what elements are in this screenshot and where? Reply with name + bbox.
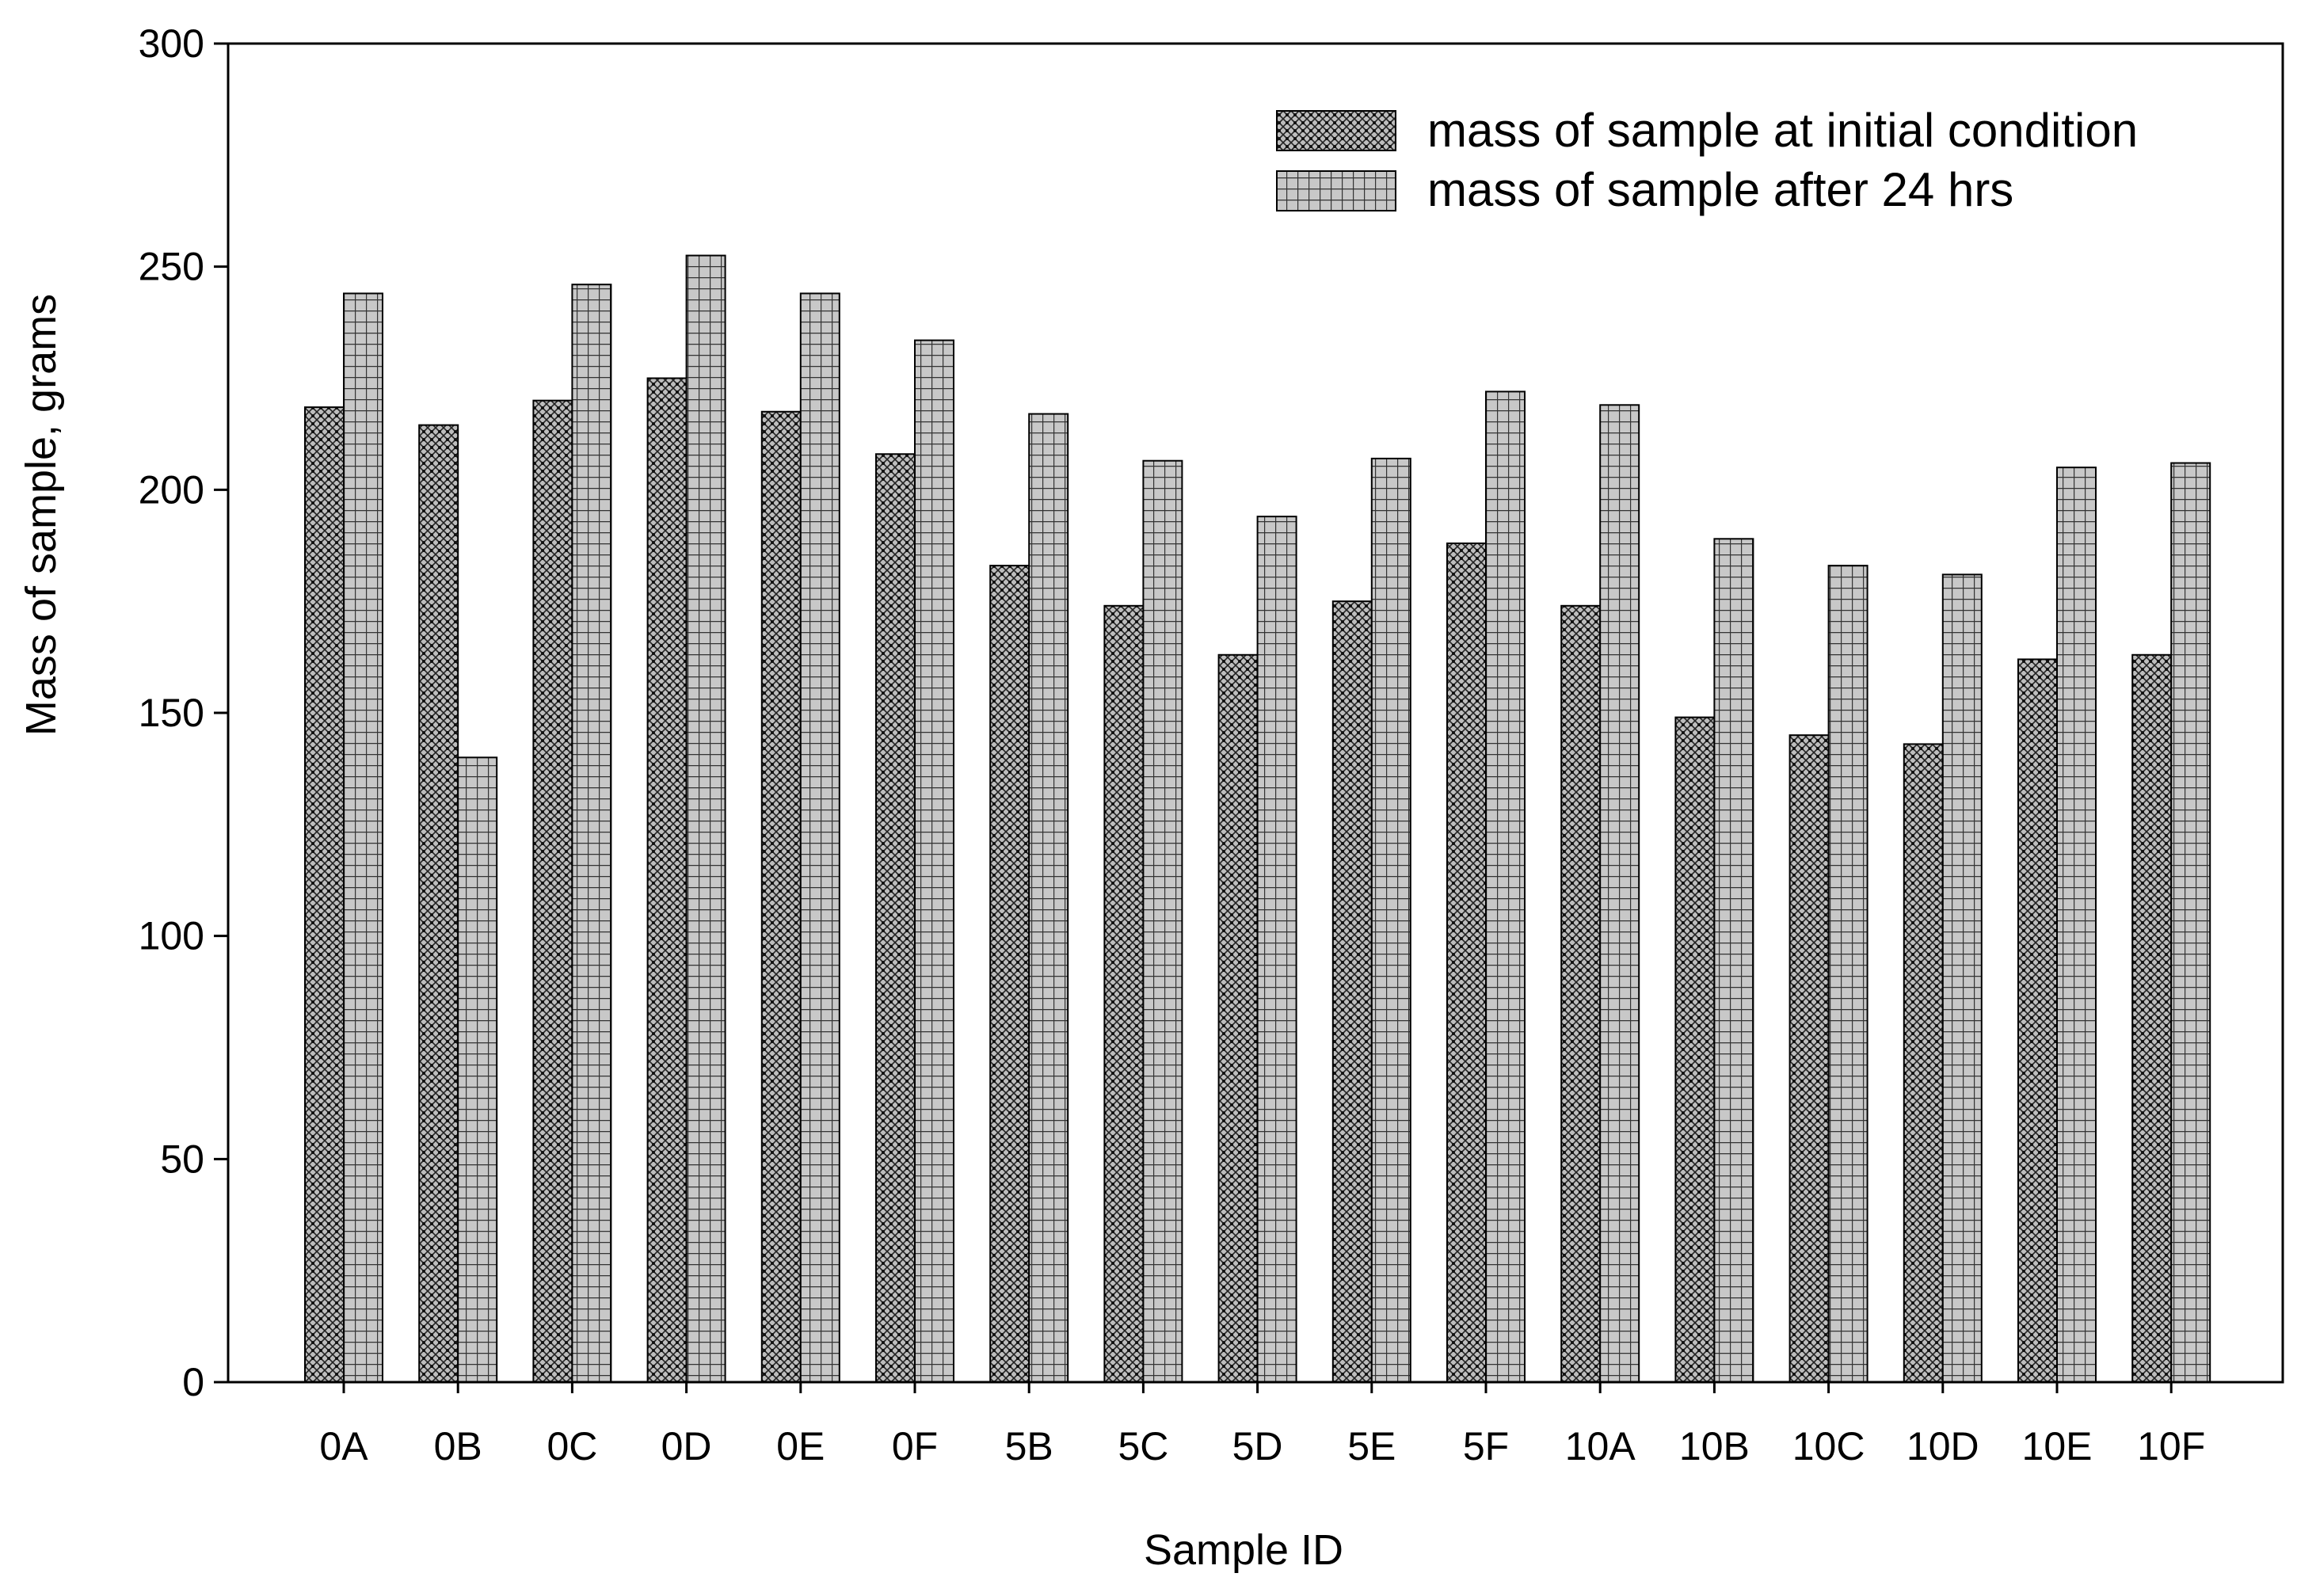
bars-layer xyxy=(304,254,2211,1384)
x-tick-label: 5B xyxy=(1005,1424,1053,1468)
bar-initial-10E xyxy=(2017,658,2058,1383)
y-tick-label: 100 xyxy=(139,914,204,958)
legend-swatch-after xyxy=(1276,170,1396,211)
x-tick-label: 0B xyxy=(434,1424,482,1468)
bar-after-24hrs-10E xyxy=(2056,467,2097,1384)
x-tick-label: 5E xyxy=(1347,1424,1396,1468)
x-tick-label: 10A xyxy=(1565,1424,1636,1468)
y-tick-label: 200 xyxy=(139,467,204,512)
bar-initial-5E xyxy=(1331,600,1373,1383)
legend-label-initial: mass of sample at initial condition xyxy=(1427,104,2138,157)
bar-initial-5B xyxy=(989,565,1030,1383)
bar-after-24hrs-5C xyxy=(1142,459,1183,1383)
y-tick-label: 250 xyxy=(139,245,204,289)
bar-initial-10D xyxy=(1903,743,1944,1383)
bar-after-24hrs-0A xyxy=(343,292,383,1383)
x-tick-label: 5F xyxy=(1463,1424,1509,1468)
bar-after-24hrs-5B xyxy=(1028,413,1069,1383)
bar-after-24hrs-10C xyxy=(1827,565,1868,1383)
bar-initial-0E xyxy=(760,410,802,1383)
bar-after-24hrs-0D xyxy=(685,254,726,1383)
y-axis-title: Mass of sample, grams xyxy=(17,294,65,736)
x-tick-label: 10E xyxy=(2022,1424,2093,1468)
bar-after-24hrs-10B xyxy=(1713,538,1754,1383)
bar-after-24hrs-10D xyxy=(1941,573,1983,1383)
bar-initial-5C xyxy=(1103,604,1145,1383)
x-tick-label: 10F xyxy=(2137,1424,2205,1468)
bar-after-24hrs-5E xyxy=(1370,457,1411,1383)
bar-initial-0F xyxy=(875,453,916,1383)
x-tick-label: 0C xyxy=(547,1424,597,1468)
x-tick-label: 10B xyxy=(1679,1424,1750,1468)
x-tick-label: 0A xyxy=(319,1424,368,1468)
y-tick-label: 300 xyxy=(139,21,204,66)
bar-after-24hrs-0E xyxy=(799,292,840,1383)
bar-initial-10B xyxy=(1674,716,1716,1383)
bar-after-24hrs-10A xyxy=(1599,404,1640,1383)
axes-layer: 0A 0B 0C 0D 0E 0F 5B 5C 5D 5E 5F 10A 10B 10C 10D 10E 10F… xyxy=(139,21,2284,1468)
bar-after-24hrs-5D xyxy=(1256,516,1297,1384)
bar-after-24hrs-0B xyxy=(457,756,498,1383)
bar-after-24hrs-5F xyxy=(1485,390,1526,1383)
legend-swatch-initial xyxy=(1276,110,1396,151)
x-tick-label: 5C xyxy=(1118,1424,1168,1468)
bar-initial-5F xyxy=(1446,542,1487,1383)
bar-initial-10C xyxy=(1788,734,1830,1383)
bar-initial-0A xyxy=(304,406,345,1383)
bar-initial-0B xyxy=(418,424,459,1383)
y-tick-label: 50 xyxy=(160,1137,204,1181)
x-tick-label: 10D xyxy=(1907,1424,1979,1468)
bar-after-24hrs-0F xyxy=(914,339,954,1383)
x-tick-label: 0F xyxy=(892,1424,938,1468)
bar-initial-10A xyxy=(1560,604,1602,1383)
bar-initial-10F xyxy=(2131,653,2173,1383)
bar-initial-0C xyxy=(532,399,573,1384)
x-tick-label: 5D xyxy=(1232,1424,1283,1468)
y-tick-label: 0 xyxy=(182,1360,204,1404)
legend: mass of sample at initial condition mass… xyxy=(1276,104,2138,216)
bar-after-24hrs-10F xyxy=(2170,462,2211,1383)
bar-after-24hrs-0C xyxy=(571,284,612,1384)
x-tick-label: 0D xyxy=(661,1424,712,1468)
bar-initial-5D xyxy=(1217,653,1259,1383)
x-axis-title: Sample ID xyxy=(1144,1526,1343,1574)
legend-label-after: mass of sample after 24 hrs xyxy=(1427,163,2013,216)
y-tick-label: 150 xyxy=(139,691,204,735)
x-tick-label: 10C xyxy=(1792,1424,1865,1468)
x-tick-label: 0E xyxy=(776,1424,825,1468)
bar-initial-0D xyxy=(646,377,688,1383)
